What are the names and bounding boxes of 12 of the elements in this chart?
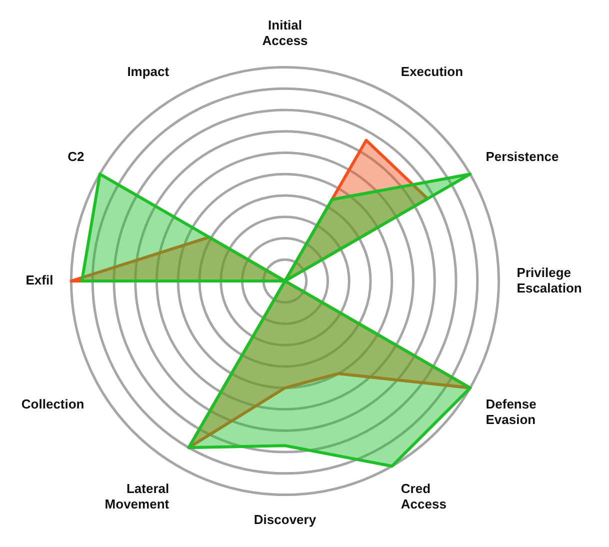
spoke-label: Lateral Movement <box>104 481 170 512</box>
spoke-label: Exfil <box>26 272 54 288</box>
spoke-label: Cred Access <box>400 481 446 512</box>
spoke-label: Execution <box>400 64 464 80</box>
spoke-label: Discovery <box>254 512 317 528</box>
spoke-label: Impact <box>127 64 170 80</box>
spoke-label: Persistence <box>486 148 559 164</box>
spoke-label: Initial Access <box>262 17 308 48</box>
spoke-label: Privilege Escalation <box>516 264 582 296</box>
spoke-label: Collection <box>21 396 84 412</box>
spoke-label: Defense Evasion <box>486 396 536 427</box>
spoke-label: C2 <box>68 148 84 164</box>
